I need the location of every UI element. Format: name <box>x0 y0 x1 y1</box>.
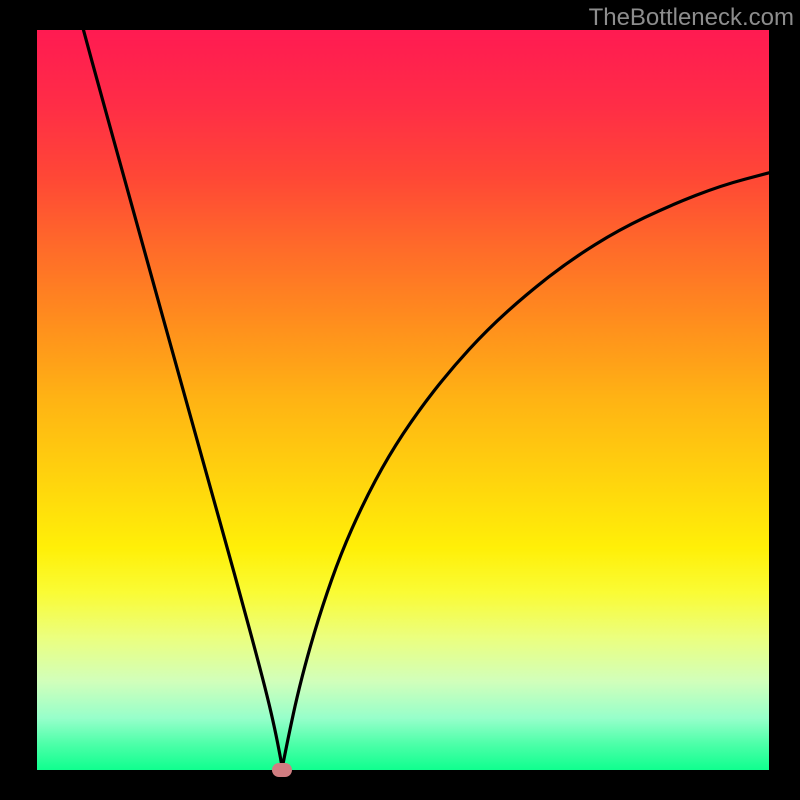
plot-area <box>37 30 769 770</box>
chart-frame <box>0 0 800 800</box>
watermark-text: TheBottleneck.com <box>589 4 794 32</box>
optimal-point-marker <box>272 763 292 777</box>
bottleneck-curve <box>37 30 769 770</box>
